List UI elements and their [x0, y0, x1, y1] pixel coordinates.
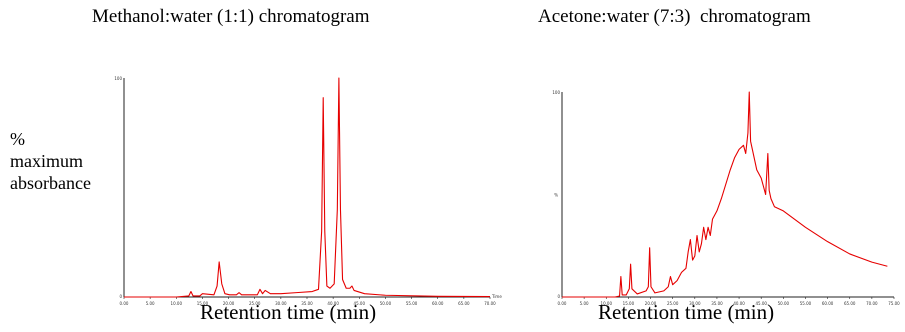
chart-1-x-tick-label: 35.00 — [301, 301, 313, 306]
y-axis-label-line-1: % — [10, 129, 25, 149]
chart-1-x-tick-label: 5.00 — [146, 301, 155, 306]
chart-1-x-tick-label: 50.00 — [380, 301, 392, 306]
chart-2-series-line — [562, 91, 888, 298]
chart-2-x-tick-label: 35.00 — [711, 301, 723, 306]
chart-2-x-axis-label: Retention time (min) — [598, 300, 775, 324]
chart-1-x-tick-label: 60.00 — [432, 301, 444, 306]
chart-1-x-tick-label: 15.00 — [197, 301, 209, 306]
chart-1-y-tick-top: 100 — [114, 76, 122, 81]
chart-1-series-line — [124, 77, 491, 298]
chart-2-x-tick-label: 65.00 — [844, 301, 856, 306]
chart-2-x-tick-label: 45.00 — [755, 301, 767, 306]
chart-2-x-tick-label: 60.00 — [822, 301, 834, 306]
chart-1-title: Methanol:water (1:1) chromatogram — [92, 6, 370, 27]
y-axis-label-line-2: maximum — [10, 151, 83, 171]
chart-1-x-tick-label: 65.00 — [458, 301, 470, 306]
chart-2-x-tick-label: 55.00 — [800, 301, 812, 306]
chart-2-x-tick-label: 70.00 — [866, 301, 878, 306]
chart-2-y-tick-zero: 0 — [557, 294, 560, 299]
y-axis-label-line-3: absorbance — [10, 173, 91, 193]
chart-2-x-tick-label: 10.00 — [601, 301, 613, 306]
chart-2-title: Acetone:water (7:3) chromatogram — [538, 6, 811, 27]
chart-1-x-tick-label: 30.00 — [275, 301, 287, 306]
chart-1-x-tick-label: 25.00 — [249, 301, 261, 306]
chart-2-y-tick-mid: % — [554, 193, 558, 198]
chart-1-x-tick-label: 10.00 — [171, 301, 183, 306]
chart-2-x-tick-label: 40.00 — [733, 301, 745, 306]
chart-1-x-unit: Time — [491, 294, 502, 299]
chart-2-x-tick-label: 75.00 — [888, 301, 900, 306]
chart-2-x-tick-label: 15.00 — [623, 301, 635, 306]
chart-1-x-tick-label: 20.00 — [223, 301, 235, 306]
chart-2-x-tick-label: 25.00 — [667, 301, 679, 306]
chart-1-x-tick-label: 40.00 — [327, 301, 339, 306]
chart-2-x-tick-label: 5.00 — [580, 301, 589, 306]
chart-2-x-tick-label: 30.00 — [689, 301, 701, 306]
chart-2-x-tick-label: 20.00 — [645, 301, 657, 306]
chart-2-y-tick-top: 100 — [552, 90, 560, 95]
chart-1-x-tick-label: 70.00 — [484, 301, 496, 306]
chart-1-x-tick-label: 0.00 — [120, 301, 129, 306]
chart-2-x-tick-label: 50.00 — [778, 301, 790, 306]
chart-2-x-tick-label: 0.00 — [558, 301, 567, 306]
chart-1-y-tick-zero: 0 — [119, 294, 122, 299]
chart-1-x-tick-label: 55.00 — [406, 301, 418, 306]
chart-1-x-axis-label: Retention time (min) — [200, 300, 377, 324]
chart-1-x-tick-label: 45.00 — [354, 301, 366, 306]
